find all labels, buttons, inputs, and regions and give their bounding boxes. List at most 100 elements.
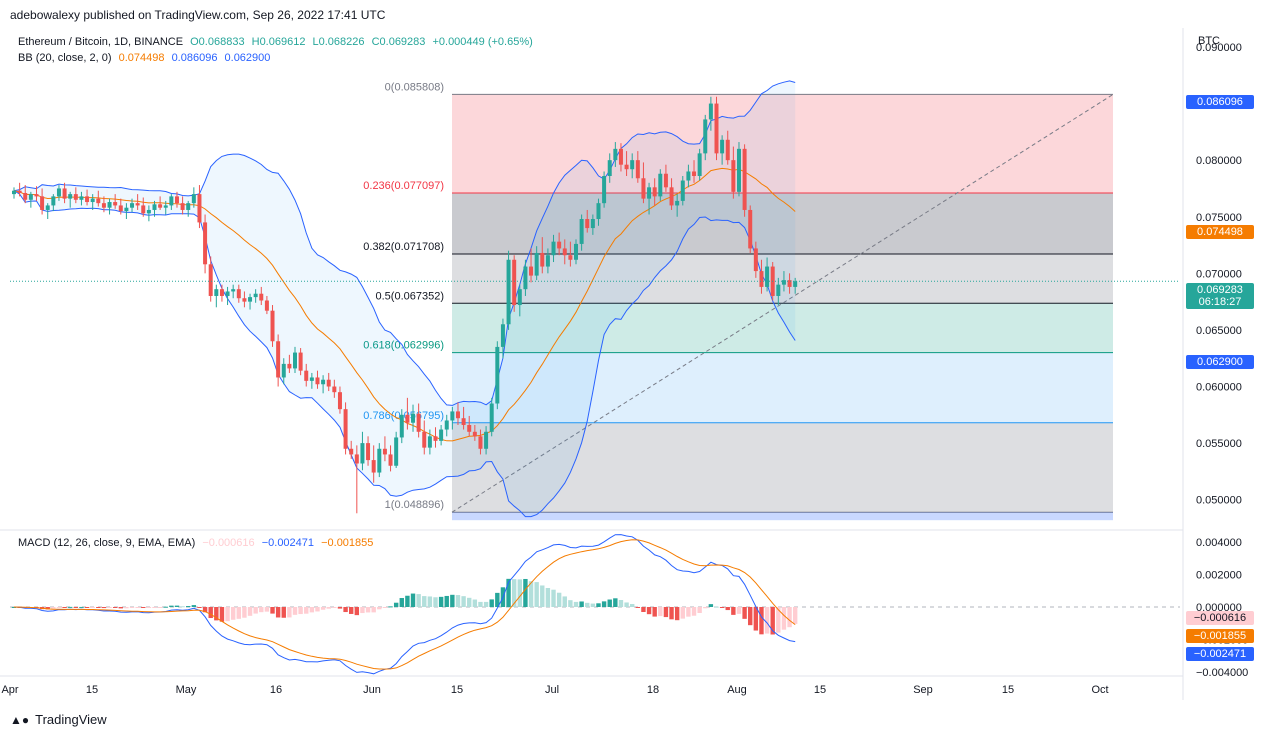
macd-hist-bar — [596, 603, 601, 607]
candle-body — [714, 103, 719, 154]
candle-body — [489, 403, 494, 432]
macd-hist-bar — [635, 607, 641, 608]
macd-hist-bar — [624, 602, 629, 607]
macd-hist-bar — [393, 602, 399, 607]
bb-legend[interactable]: BB (20, close, 2, 0) 0.074498 0.086096 0… — [18, 52, 274, 64]
symbol-name[interactable]: Ethereum / Bitcoin, 1D, BINANCE — [18, 36, 184, 48]
bb-lower-value: 0.062900 — [224, 52, 271, 64]
macd-hist-bar — [708, 604, 714, 607]
macd-hist-bar — [714, 606, 719, 608]
macd-hist-bar — [152, 607, 157, 608]
macd-hist-bar — [658, 607, 663, 617]
candle-body — [517, 289, 522, 306]
candle-body — [219, 289, 224, 296]
candle-body — [450, 411, 455, 421]
macd-hist-bar — [118, 607, 123, 609]
macd-legend[interactable]: MACD (12, 26, close, 9, EMA, EMA) −0.000… — [18, 537, 377, 549]
candle-body — [343, 409, 348, 449]
macd-hist-bar — [124, 607, 129, 609]
macd-hist-bar — [287, 607, 292, 618]
bb-lower-line — [13, 190, 796, 518]
macd-hist-bar — [410, 593, 416, 607]
bb-basis-value: 0.074498 — [118, 52, 165, 64]
macd-tick-label: −0.004000 — [1196, 667, 1248, 679]
time-tick-label: Sep — [913, 684, 933, 696]
time-tick-label: May — [176, 684, 197, 696]
time-tick-label: Oct — [1091, 684, 1108, 696]
candle-body — [186, 203, 191, 210]
bb-upper-line — [13, 80, 796, 406]
macd-hist-bar — [236, 607, 241, 619]
macd-hist-bar — [719, 607, 725, 608]
bb-lower-tag: 0.062900 — [1186, 355, 1254, 369]
candle-body — [259, 293, 264, 301]
candle-body — [253, 293, 258, 298]
macd-hist-bar — [416, 594, 421, 607]
time-tick-label: Aug — [727, 684, 747, 696]
fib-label: 1(0.048896) — [385, 499, 444, 511]
candle-body — [366, 443, 371, 461]
macd-hist-bar — [405, 595, 410, 607]
price-tick-label: 0.090000 — [1196, 42, 1242, 54]
publish-info: adebowalexy published on TradingView.com… — [10, 8, 386, 22]
macd-hist-bar — [320, 607, 326, 610]
candle-body — [602, 176, 607, 204]
macd-hist-bar — [455, 595, 461, 607]
fib-zone — [452, 94, 1113, 194]
candle-body — [214, 289, 219, 296]
macd-hist-bar — [433, 597, 438, 607]
macd-hist-bar — [748, 607, 753, 626]
bb-upper-value: 0.086096 — [171, 52, 218, 64]
macd-hist-bar — [253, 607, 258, 614]
candle-body — [68, 194, 73, 199]
macd-hist-bar — [292, 607, 298, 615]
macd-hist-bar — [208, 607, 213, 619]
macd-hist-bar — [495, 592, 500, 607]
candle-body — [51, 196, 56, 206]
candle-body — [360, 443, 365, 464]
change-value: +0.000449 (+0.65%) — [432, 36, 533, 48]
candle-body — [169, 196, 174, 206]
candle-body — [692, 171, 697, 177]
macd-hist-bar — [309, 607, 315, 613]
tradingview-brand[interactable]: ▲● TradingView — [10, 712, 107, 727]
candle-body — [478, 436, 483, 449]
close-value: C0.069283 — [371, 36, 426, 48]
macd-hist-bar — [84, 607, 90, 608]
candle-body — [759, 271, 764, 287]
candle-body — [720, 139, 725, 154]
candle-body — [748, 209, 753, 249]
macd-hist-bar — [652, 607, 657, 617]
candle-body — [163, 205, 168, 208]
candle-body — [124, 207, 129, 212]
candle-body — [557, 241, 562, 249]
candle-body — [596, 203, 601, 220]
macd-hist-bar — [186, 606, 191, 608]
macd-hist-bar — [343, 607, 348, 613]
candle-body — [787, 280, 792, 287]
candle-body — [101, 203, 106, 208]
candle-body — [34, 194, 39, 197]
macd-hist-bar — [669, 607, 674, 620]
candle-body — [703, 119, 708, 154]
macd-hist-bar — [96, 607, 101, 608]
macd-hist-bar — [753, 607, 759, 631]
candle-body — [736, 148, 741, 192]
macd-hist-bar — [146, 607, 152, 608]
countdown: 06:18:27 — [1198, 296, 1242, 308]
candle-body — [315, 377, 320, 385]
macd-hist-bar — [579, 601, 584, 607]
price-tick-label: 0.065000 — [1196, 325, 1242, 337]
candle-body — [545, 255, 550, 267]
macd-hist-bar — [703, 607, 708, 609]
macd-hist-bar — [680, 607, 685, 619]
macd-hist-bar — [174, 605, 180, 607]
macd-hist-bar — [337, 607, 343, 609]
macd-hist-bar — [73, 607, 79, 608]
candle-body — [467, 425, 472, 432]
candle-body — [669, 187, 674, 206]
macd-hist-bar — [731, 607, 736, 615]
macd-hist-bar — [736, 607, 742, 614]
macd-hist-bar — [601, 601, 607, 607]
